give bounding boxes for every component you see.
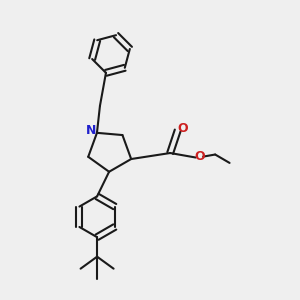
Text: O: O xyxy=(178,122,188,135)
Text: O: O xyxy=(194,150,205,164)
Text: N: N xyxy=(86,124,96,137)
